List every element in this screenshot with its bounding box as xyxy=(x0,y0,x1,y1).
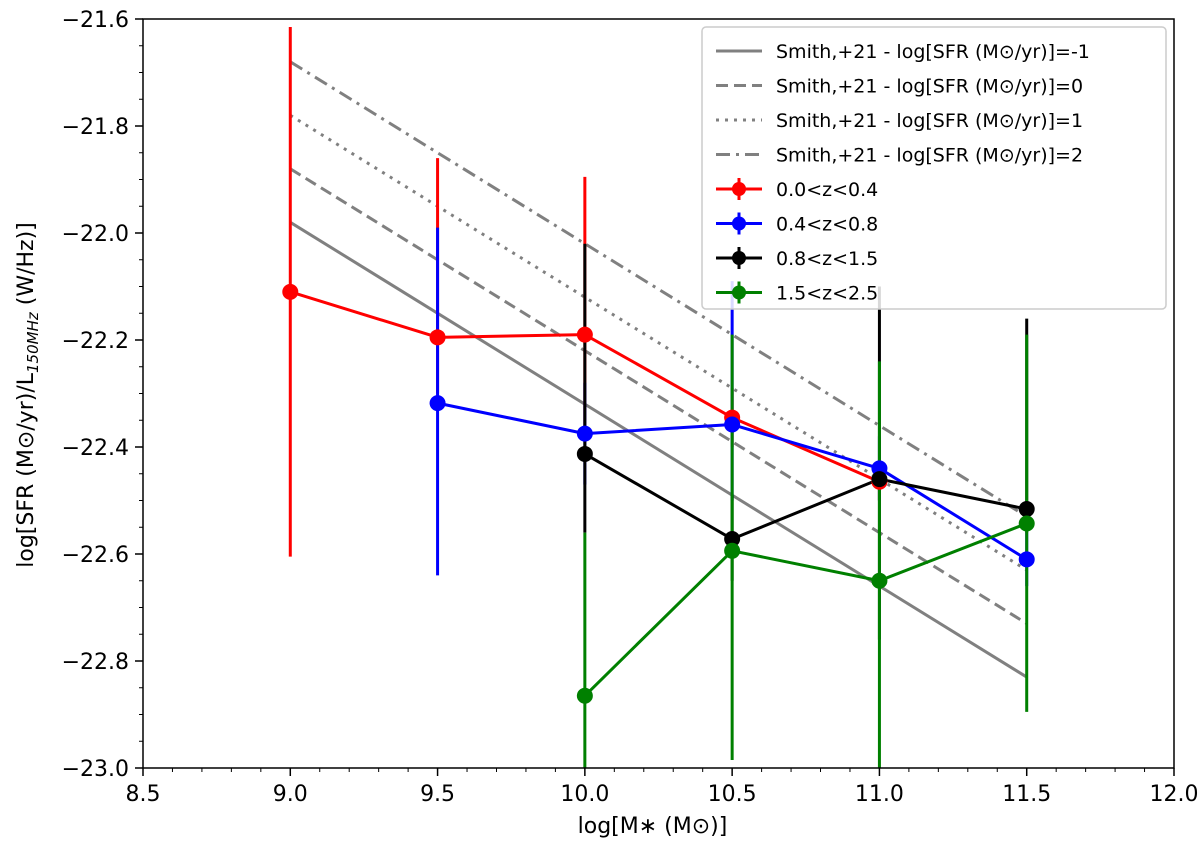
series-line-3 xyxy=(583,522,1028,697)
legend-box xyxy=(701,26,1167,310)
x-tick-label: 10.5 xyxy=(708,782,757,807)
x-tick-label: 12.0 xyxy=(1150,782,1199,807)
y-axis-label-units: (W/Hz)] xyxy=(13,222,39,313)
legend-label: 0.8<z<1.5 xyxy=(776,248,878,270)
legend-label: 0.0<z<0.4 xyxy=(776,179,878,201)
y-axis-label-main: log[SFR (M⊙/yr)/L xyxy=(13,372,39,568)
data-point xyxy=(282,283,299,300)
legend-label: 0.4<z<0.8 xyxy=(776,214,878,236)
reference-line-solid xyxy=(289,221,1028,679)
y-tick-label: −21.6 xyxy=(62,8,129,33)
legend-label: 1.5<z<2.5 xyxy=(776,283,878,305)
data-point xyxy=(429,395,446,412)
data-point xyxy=(1018,551,1035,568)
y-tick-label: −22.4 xyxy=(62,436,129,461)
y-tick-label: −22.0 xyxy=(62,222,129,247)
y-tick-label: −22.2 xyxy=(62,329,129,354)
legend-label: Smith,+21 - log[SFR (M⊙/yr)]=-1 xyxy=(776,41,1090,63)
y-tick-label: −22.6 xyxy=(62,543,129,568)
x-axis-label: log[M∗ (M⊙)] xyxy=(577,814,728,839)
legend: Smith,+21 - log[SFR (M⊙/yr)]=-1 Smith,+21… xyxy=(701,26,1167,310)
legend-handle-marker xyxy=(732,251,746,265)
data-point xyxy=(576,425,593,442)
legend-label: Smith,+21 - log[SFR (M⊙/yr)]=2 xyxy=(776,145,1083,167)
y-axis-label-subscript: 150MHz xyxy=(24,312,43,373)
data-point xyxy=(576,326,593,343)
reference-line-dotted xyxy=(289,114,1028,572)
series-line-2 xyxy=(584,452,1028,541)
x-tick-label: 10.0 xyxy=(560,782,609,807)
reference-line-dashed xyxy=(289,167,1028,625)
x-tick-label: 9.5 xyxy=(420,782,455,807)
data-point xyxy=(1018,515,1035,532)
legend-handle-marker xyxy=(732,285,746,300)
x-tick-label: 8.5 xyxy=(126,782,161,807)
data-point xyxy=(576,445,593,462)
y-tick-label: −21.8 xyxy=(62,115,129,140)
y-tick-label: −22.8 xyxy=(62,650,129,675)
data-point xyxy=(871,471,888,488)
legend-label: Smith,+21 - log[SFR (M⊙/yr)]=1 xyxy=(776,110,1083,132)
legend-label: Smith,+21 - log[SFR (M⊙/yr)]=0 xyxy=(776,76,1083,98)
y-axis-label: log[SFR (M⊙/yr)/L150MHz (W/Hz)] xyxy=(14,222,42,567)
x-tick-label: 11.5 xyxy=(1002,782,1051,807)
y-tick-label: −23.0 xyxy=(62,757,129,782)
data-point xyxy=(429,329,446,346)
data-point xyxy=(576,687,593,704)
legend-handle-marker xyxy=(732,182,746,196)
data-point xyxy=(724,416,741,433)
data-point xyxy=(1018,501,1035,518)
data-point xyxy=(871,572,888,589)
data-point xyxy=(724,531,741,548)
legend-handle-marker xyxy=(732,216,746,231)
data-point xyxy=(724,542,741,559)
x-tick-label: 9.0 xyxy=(273,782,308,807)
x-tick-label: 11.0 xyxy=(855,782,904,807)
